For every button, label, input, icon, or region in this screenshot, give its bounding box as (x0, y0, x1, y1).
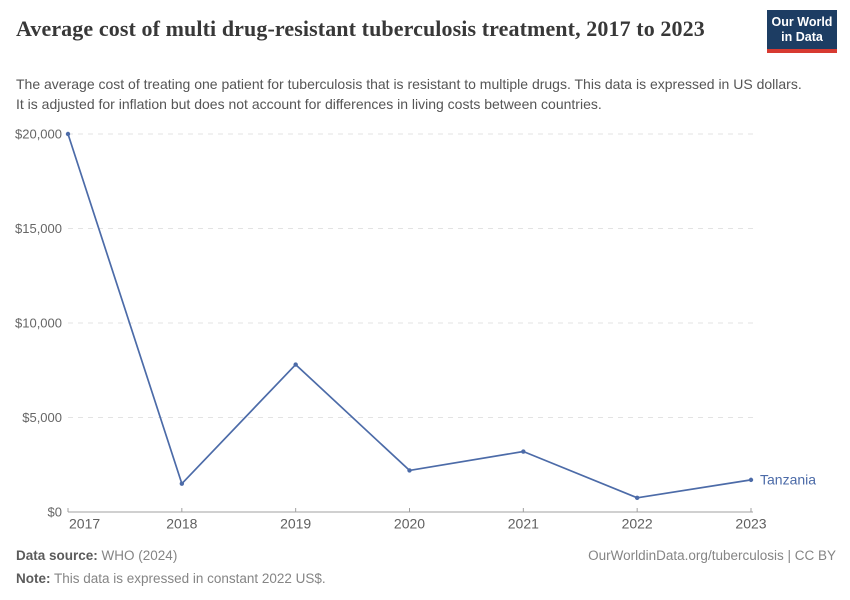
note-line: Note: This data is expressed in constant… (16, 571, 326, 586)
owid-logo-line1: Our World (771, 15, 833, 29)
data-source-label: Data source: (16, 548, 98, 563)
data-source-value: WHO (2024) (101, 548, 178, 563)
line-chart-canvas[interactable]: $0 $5,000 $10,000 $15,000 $20,000 2017 2018 201… (0, 120, 850, 540)
svg-text:2021: 2021 (508, 516, 539, 532)
data-source-line: Data source: WHO (2024) (16, 548, 177, 563)
svg-text:2020: 2020 (394, 516, 425, 532)
owid-cc-link[interactable]: OurWorldinData.org/tuberculosis | CC BY (588, 548, 836, 563)
svg-text:$5,000: $5,000 (22, 410, 62, 425)
chart-subtitle: The average cost of treating one patient… (16, 76, 802, 112)
svg-text:$0: $0 (48, 505, 62, 520)
owid-logo-line2: in Data (781, 30, 823, 44)
svg-text:2018: 2018 (166, 516, 197, 532)
owid-logo[interactable]: Our World in Data (767, 10, 837, 53)
svg-text:$10,000: $10,000 (15, 316, 62, 331)
chart-title: Average cost of multi drug-resistant tub… (16, 16, 705, 41)
note-value: This data is expressed in constant 2022 … (54, 571, 326, 586)
svg-text:2022: 2022 (622, 516, 653, 532)
svg-text:2023: 2023 (735, 516, 766, 532)
svg-text:$20,000: $20,000 (15, 127, 62, 142)
svg-text:$15,000: $15,000 (15, 221, 62, 236)
note-label: Note: (16, 571, 51, 586)
series-label-tanzania: Tanzania (760, 471, 816, 487)
svg-text:2019: 2019 (280, 516, 311, 532)
svg-text:2017: 2017 (69, 516, 100, 532)
